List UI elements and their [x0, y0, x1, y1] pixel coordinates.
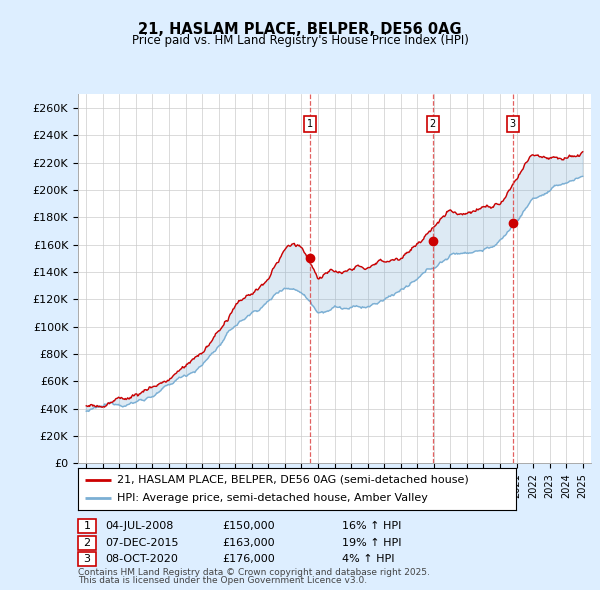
- Text: £163,000: £163,000: [222, 538, 275, 548]
- Text: 3: 3: [83, 555, 91, 564]
- Text: 16% ↑ HPI: 16% ↑ HPI: [342, 522, 401, 531]
- Text: 08-OCT-2020: 08-OCT-2020: [105, 555, 178, 564]
- Text: 4% ↑ HPI: 4% ↑ HPI: [342, 555, 395, 564]
- Text: HPI: Average price, semi-detached house, Amber Valley: HPI: Average price, semi-detached house,…: [118, 493, 428, 503]
- Text: 2: 2: [430, 119, 436, 129]
- Text: 21, HASLAM PLACE, BELPER, DE56 0AG: 21, HASLAM PLACE, BELPER, DE56 0AG: [138, 22, 462, 37]
- Text: 19% ↑ HPI: 19% ↑ HPI: [342, 538, 401, 548]
- Text: This data is licensed under the Open Government Licence v3.0.: This data is licensed under the Open Gov…: [78, 576, 367, 585]
- Text: 07-DEC-2015: 07-DEC-2015: [105, 538, 179, 548]
- Text: 1: 1: [83, 522, 91, 531]
- Text: £176,000: £176,000: [222, 555, 275, 564]
- Text: 1: 1: [307, 119, 313, 129]
- Text: £150,000: £150,000: [222, 522, 275, 531]
- Text: Contains HM Land Registry data © Crown copyright and database right 2025.: Contains HM Land Registry data © Crown c…: [78, 568, 430, 577]
- Text: Price paid vs. HM Land Registry's House Price Index (HPI): Price paid vs. HM Land Registry's House …: [131, 34, 469, 47]
- Text: 21, HASLAM PLACE, BELPER, DE56 0AG (semi-detached house): 21, HASLAM PLACE, BELPER, DE56 0AG (semi…: [118, 475, 469, 485]
- Text: 2: 2: [83, 538, 91, 548]
- Text: 3: 3: [509, 119, 516, 129]
- Text: 04-JUL-2008: 04-JUL-2008: [105, 522, 173, 531]
